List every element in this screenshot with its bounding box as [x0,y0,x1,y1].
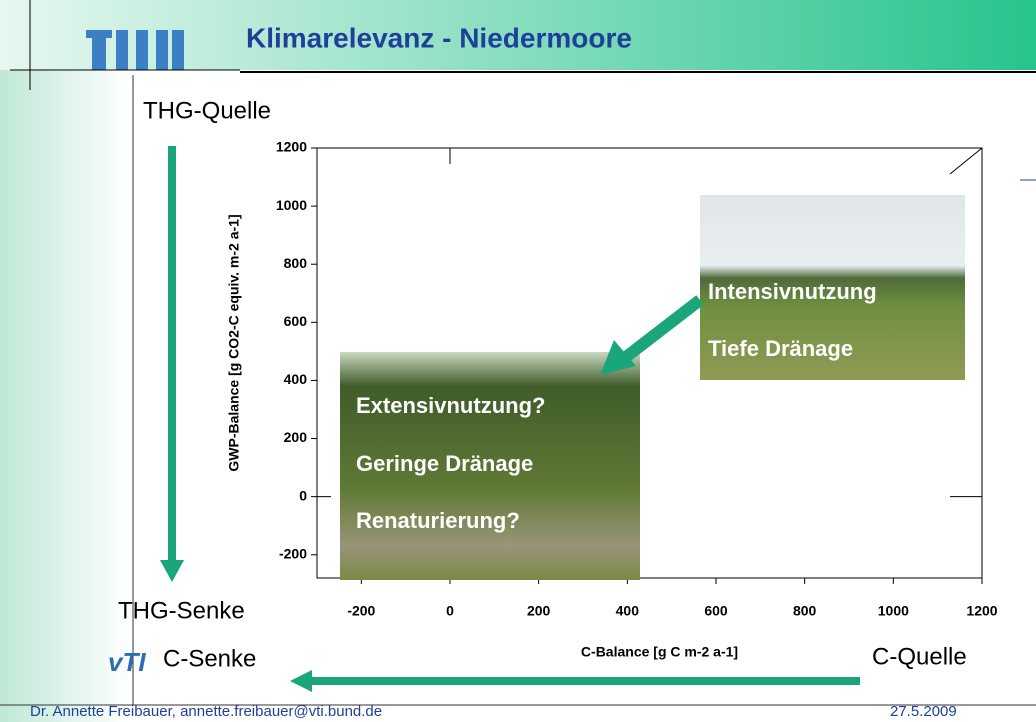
x-tick-label: 600 [704,603,728,619]
side-label: C-Senke [163,645,256,672]
y-tick-label: 1000 [276,197,307,213]
x-axis-label: C-Balance [g C m-2 a-1] [581,644,738,660]
x-tick-label: 200 [527,603,551,619]
y-tick-label: -200 [279,545,307,561]
tum-logo [86,30,184,70]
y-tick-label: 1200 [276,139,307,155]
x-tick-label: 800 [793,603,817,619]
arrow [622,295,704,362]
x-tick-label: 1000 [878,603,909,619]
side-band [0,0,130,722]
decor [949,147,983,175]
y-tick-label: 800 [284,255,308,271]
photo-text: Intensivnutzung [708,279,877,304]
side-label: THG-Senke [118,597,245,624]
slide-title: Klimarelevanz - Niedermoore [246,22,632,53]
y-axis-label: GWP-Balance [g CO2-C equiv. m-2 a-1] [226,214,242,471]
x-tick-label: -200 [347,603,375,619]
arrow [290,670,312,692]
photo-text: Extensivnutzung? [356,393,545,418]
photo-text: Tiefe Dränage [708,336,853,361]
y-tick-label: 400 [284,371,308,387]
footer-author: Dr. Annette Freibauer, annette.freibauer… [30,703,382,720]
footer-date: 27.5.2009 [890,703,957,720]
photo-text: Renaturierung? [356,508,520,533]
side-label: C-Quelle [872,643,967,670]
x-tick-label: 0 [446,603,454,619]
vti-logo: vTI [108,647,146,677]
x-tick-label: 1200 [966,603,997,619]
side-label: THG-Quelle [143,97,271,124]
x-tick-label: 400 [616,603,640,619]
y-tick-label: 200 [284,429,308,445]
photo [340,352,640,580]
photo [700,195,965,380]
photo-text: Geringe Dränage [356,451,533,476]
y-tick-label: 600 [284,313,308,329]
arrow [160,560,184,582]
y-tick-label: 0 [299,487,307,503]
arrow [600,340,636,375]
